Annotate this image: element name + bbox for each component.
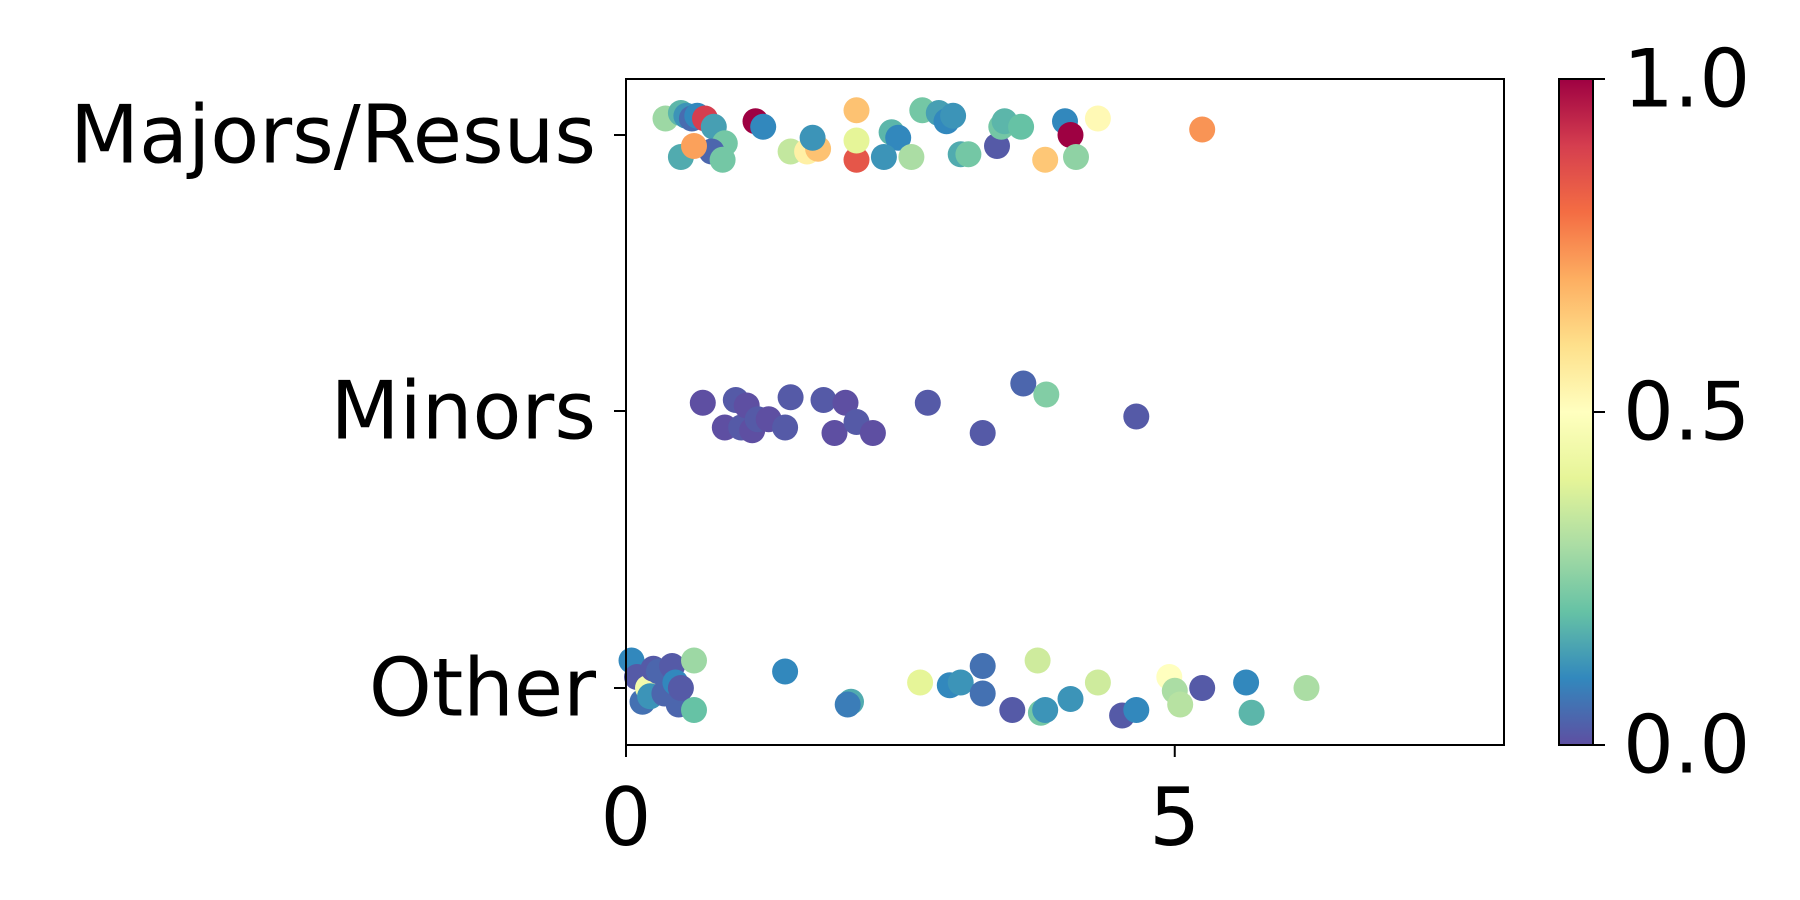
colorbar-gradient [1559,79,1593,745]
data-point [1189,675,1216,701]
colorbar-tick-label: 0.0 [1623,699,1750,792]
data-point [834,691,861,718]
points-layer [618,97,1320,729]
data-point [1084,669,1111,696]
data-point [1057,686,1084,712]
data-point [689,389,716,416]
data-point [947,669,974,696]
data-point [799,124,826,151]
data-point [898,144,925,170]
data-point [999,697,1026,723]
data-point [772,658,799,685]
data-point [969,420,996,446]
data-point [1032,697,1059,723]
colorbar-tick-label: 1.0 [1623,33,1750,126]
data-point [1238,699,1265,726]
data-point [1189,116,1216,143]
data-point [907,669,934,696]
data-point [1057,122,1084,148]
data-point [681,133,707,159]
data-point [859,420,886,446]
data-point [1008,113,1035,140]
y-tick-label: Minors [331,365,596,458]
data-point [681,647,707,674]
data-point [843,97,870,124]
data-point [843,127,870,154]
data-point [681,697,707,723]
data-point [843,146,870,173]
colorbar-tick-label: 0.5 [1623,366,1750,459]
data-point [772,414,799,441]
data-point [810,387,837,413]
data-point [969,680,996,707]
data-point [1293,675,1320,701]
data-point [940,102,967,129]
data-point [914,389,941,416]
x-tick-label: 0 [601,771,652,864]
data-point [955,141,982,168]
data-point [870,144,897,170]
data-point [667,675,694,701]
data-point [777,384,804,411]
data-point [1123,697,1150,723]
data-point [1024,647,1051,674]
data-point [1084,105,1111,132]
data-point [709,146,736,173]
data-point [969,653,996,679]
data-point [1063,144,1089,170]
y-tick-label: Majors/Resus [70,89,596,182]
colorbar: 0.0 0.5 1.0 [1558,33,1750,792]
data-point [1233,669,1260,696]
data-point [1167,691,1194,718]
data-point [1010,370,1037,397]
x-tick-label: 5 [1149,771,1200,864]
data-point [1032,146,1059,173]
data-point [885,124,912,151]
data-point [821,420,848,446]
data-point [750,113,777,140]
data-point [832,389,859,416]
data-point [1033,381,1060,408]
data-point [1123,403,1150,430]
y-tick-label: Other [369,642,596,735]
